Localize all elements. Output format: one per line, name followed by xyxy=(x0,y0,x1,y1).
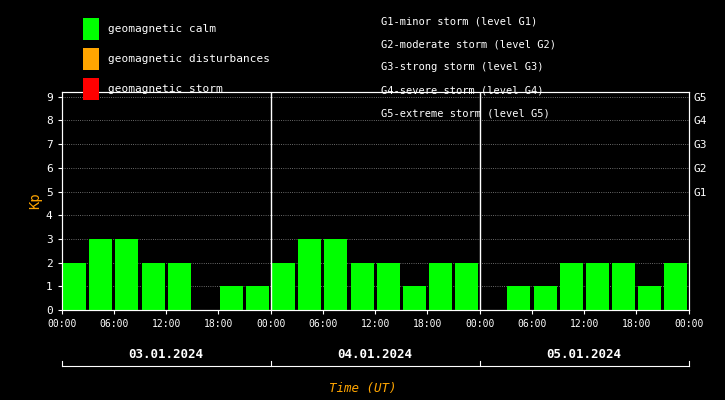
Bar xyxy=(455,263,479,310)
Bar xyxy=(246,286,269,310)
Y-axis label: Kp: Kp xyxy=(28,193,41,209)
Bar xyxy=(141,263,165,310)
Text: G3-strong storm (level G3): G3-strong storm (level G3) xyxy=(381,62,543,72)
Bar xyxy=(89,239,112,310)
Bar xyxy=(690,286,713,310)
Bar xyxy=(377,263,399,310)
Text: 03.01.2024: 03.01.2024 xyxy=(128,348,204,360)
Bar xyxy=(272,263,295,310)
Bar xyxy=(351,263,373,310)
Text: geomagnetic storm: geomagnetic storm xyxy=(108,84,223,94)
Bar xyxy=(167,263,191,310)
Text: 04.01.2024: 04.01.2024 xyxy=(338,348,413,360)
Text: G2-moderate storm (level G2): G2-moderate storm (level G2) xyxy=(381,39,555,49)
Bar xyxy=(534,286,557,310)
Bar xyxy=(586,263,609,310)
Bar xyxy=(325,239,347,310)
Bar xyxy=(638,286,661,310)
Bar xyxy=(220,286,243,310)
Text: Time (UT): Time (UT) xyxy=(328,382,397,395)
Text: G4-severe storm (level G4): G4-severe storm (level G4) xyxy=(381,86,543,96)
Bar xyxy=(63,263,86,310)
Text: G1-minor storm (level G1): G1-minor storm (level G1) xyxy=(381,16,537,26)
Bar xyxy=(560,263,583,310)
Bar xyxy=(115,239,138,310)
Bar xyxy=(664,263,687,310)
Bar xyxy=(429,263,452,310)
Bar xyxy=(403,286,426,310)
Text: geomagnetic disturbances: geomagnetic disturbances xyxy=(108,54,270,64)
Bar xyxy=(612,263,635,310)
Bar xyxy=(299,239,321,310)
Bar xyxy=(507,286,531,310)
Text: G5-extreme storm (level G5): G5-extreme storm (level G5) xyxy=(381,109,550,119)
Text: geomagnetic calm: geomagnetic calm xyxy=(108,24,216,34)
Text: 05.01.2024: 05.01.2024 xyxy=(547,348,622,360)
